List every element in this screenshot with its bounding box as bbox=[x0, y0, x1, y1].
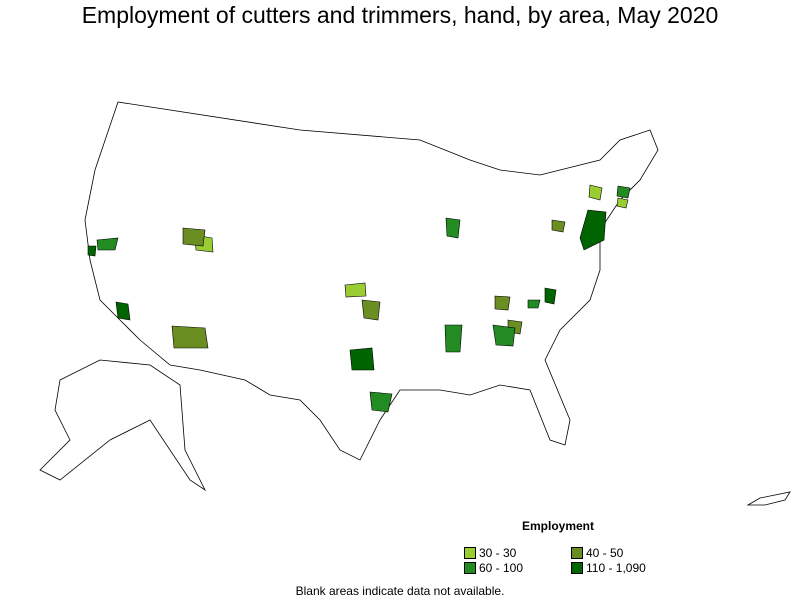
area-110-1090 bbox=[544, 287, 557, 305]
contiguous-us-outline bbox=[84, 101, 659, 461]
map-title: Employment of cutters and trimmers, hand… bbox=[81, 2, 719, 28]
area-40-50 bbox=[171, 325, 209, 349]
legend-swatch bbox=[464, 562, 476, 574]
legend-item: 110 - 1,090 bbox=[571, 561, 646, 575]
legend-label: 110 - 1,090 bbox=[586, 561, 646, 575]
area-40-50 bbox=[551, 219, 566, 233]
legend-swatch bbox=[571, 547, 583, 559]
footnote: Blank areas indicate data not available. bbox=[295, 584, 505, 598]
legend-item: 60 - 100 bbox=[464, 561, 523, 575]
hawaii-outline bbox=[746, 491, 791, 506]
area-60-100 bbox=[616, 185, 631, 199]
legend-label: 40 - 50 bbox=[586, 546, 624, 560]
area-110-1090 bbox=[87, 245, 97, 257]
area-60-100 bbox=[492, 324, 516, 347]
area-60-100 bbox=[444, 324, 463, 353]
area-60-100 bbox=[369, 391, 393, 413]
legend-item: 40 - 50 bbox=[571, 546, 623, 560]
alaska-outline bbox=[39, 359, 207, 492]
area-110-1090 bbox=[349, 347, 375, 371]
area-40-50 bbox=[182, 227, 206, 247]
area-30-30 bbox=[616, 197, 629, 209]
legend-item: 30 - 30 bbox=[464, 546, 516, 560]
area-40-50 bbox=[494, 295, 511, 311]
area-110-1090 bbox=[579, 209, 607, 251]
area-60-100 bbox=[445, 217, 461, 239]
legend-title: Employment bbox=[522, 519, 595, 533]
area-60-100 bbox=[527, 299, 541, 309]
area-30-30 bbox=[588, 184, 603, 201]
legend-label: 30 - 30 bbox=[479, 546, 517, 560]
area-30-30 bbox=[344, 282, 367, 298]
legend-swatch bbox=[464, 547, 476, 559]
area-60-100 bbox=[96, 237, 119, 251]
legend-swatch bbox=[571, 562, 583, 574]
area-110-1090 bbox=[115, 301, 131, 321]
legend-label: 60 - 100 bbox=[479, 561, 524, 575]
area-40-50 bbox=[361, 299, 381, 321]
